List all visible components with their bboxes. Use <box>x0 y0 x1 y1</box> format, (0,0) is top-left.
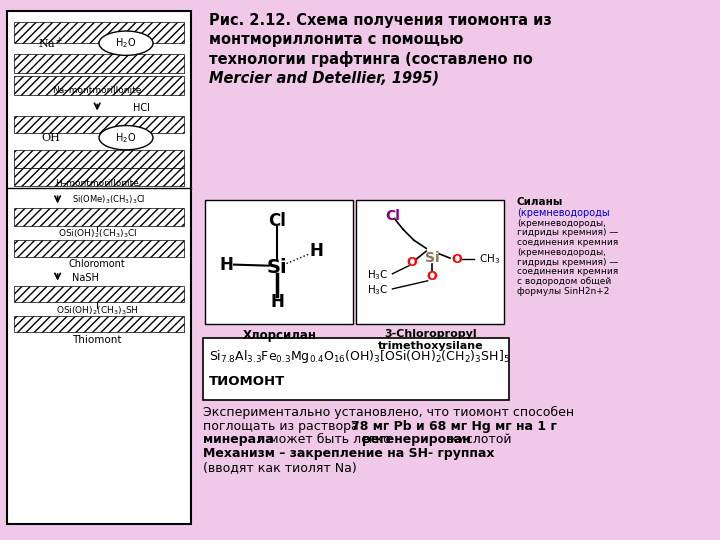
Text: (кремневодороды,: (кремневодороды, <box>517 248 606 257</box>
FancyBboxPatch shape <box>7 11 191 524</box>
Text: 3-Chloropropyl
trimethoxysilane: 3-Chloropropyl trimethoxysilane <box>378 329 483 351</box>
Text: H: H <box>220 255 234 274</box>
Text: H$_3$C: H$_3$C <box>367 268 389 282</box>
Text: поглощать из раствора: поглощать из раствора <box>203 420 363 433</box>
Text: Chloromont: Chloromont <box>69 259 125 268</box>
Text: Si: Si <box>425 251 439 265</box>
Text: O: O <box>407 256 417 269</box>
Text: H–montmorillonite: H–montmorillonite <box>55 179 139 188</box>
Text: O: O <box>427 270 437 283</box>
Text: кислотой: кислотой <box>446 433 512 446</box>
Text: гидриды кремния) —: гидриды кремния) — <box>517 228 618 238</box>
Text: и может быть легко: и может быть легко <box>253 433 395 446</box>
Text: Механизм – закрепление на SH- группах: Механизм – закрепление на SH- группах <box>203 447 495 460</box>
Bar <box>14 168 184 186</box>
Bar <box>14 76 184 94</box>
Text: OSi(OH)$_2$(CH$_3$)$_3$Cl: OSi(OH)$_2$(CH$_3$)$_3$Cl <box>58 227 137 240</box>
Text: O: O <box>451 253 462 266</box>
Text: Si(OMe)$_3$(CH$_3$)$_3$Cl: Si(OMe)$_3$(CH$_3$)$_3$Cl <box>72 193 145 206</box>
Text: Силаны: Силаны <box>517 197 563 207</box>
Text: Экспериментально установлено, что тиомонт способен: Экспериментально установлено, что тиомон… <box>203 406 574 419</box>
Ellipse shape <box>99 31 153 55</box>
Text: Na$^+$: Na$^+$ <box>37 36 63 51</box>
FancyBboxPatch shape <box>356 200 504 324</box>
Text: Mercier and Detellier, 1995): Mercier and Detellier, 1995) <box>209 70 438 85</box>
Text: Хлорсилан: Хлорсилан <box>243 329 316 342</box>
Bar <box>14 150 184 168</box>
Text: соединения кремния: соединения кремния <box>517 267 618 276</box>
Bar <box>14 22 184 43</box>
Text: монтмориллонита с помощью: монтмориллонита с помощью <box>209 32 463 48</box>
Text: технологии графтинга (составлено по: технологии графтинга (составлено по <box>209 51 533 68</box>
Bar <box>14 208 184 226</box>
Text: Si: Si <box>267 258 287 277</box>
Text: CH$_3$: CH$_3$ <box>479 252 500 266</box>
FancyBboxPatch shape <box>203 338 509 400</box>
Text: H$_2$O: H$_2$O <box>115 36 137 50</box>
Text: регенерирован: регенерирован <box>362 433 471 446</box>
Text: 78 мг Pb и 68 мг Hg мг на 1 г: 78 мг Pb и 68 мг Hg мг на 1 г <box>351 420 557 433</box>
Text: Thiomont: Thiomont <box>73 335 122 345</box>
Text: гидриды кремния) —: гидриды кремния) — <box>517 258 618 267</box>
Text: H: H <box>270 293 284 312</box>
Text: ТИОМОНТ: ТИОМОНТ <box>209 375 285 388</box>
Bar <box>14 316 184 332</box>
Text: (кремневодороды,: (кремневодороды, <box>517 219 606 228</box>
Text: (кремневодороды: (кремневодороды <box>517 208 610 218</box>
Ellipse shape <box>99 126 153 150</box>
Text: с водородом общей: с водородом общей <box>517 277 611 286</box>
Text: Рис. 2.12. Схема получения тиомонта из: Рис. 2.12. Схема получения тиомонта из <box>209 14 552 29</box>
Bar <box>14 116 184 133</box>
Text: Si$_{7.8}$Al$_{3.3}$Fe$_{0.3}$Mg$_{0.4}$O$_{16}$(OH)$_3$[OSi(OH)$_2$(CH$_2$)$_3$: Si$_{7.8}$Al$_{3.3}$Fe$_{0.3}$Mg$_{0.4}$… <box>209 348 510 365</box>
Bar <box>14 240 184 256</box>
Text: формулы SinH2n+2: формулы SinH2n+2 <box>517 287 609 296</box>
Text: Na–montmorillonite: Na–montmorillonite <box>53 86 142 95</box>
Text: минерала: минерала <box>203 433 274 446</box>
Bar <box>14 286 184 302</box>
FancyBboxPatch shape <box>205 200 353 324</box>
Text: OSi(OH)$_2$(CH$_3$)$_3$SH: OSi(OH)$_2$(CH$_3$)$_3$SH <box>55 304 139 317</box>
Text: NaSH: NaSH <box>72 273 99 282</box>
Bar <box>14 54 184 73</box>
Text: H: H <box>310 242 324 260</box>
Text: соединения кремния: соединения кремния <box>517 238 618 247</box>
Text: (вводят как тиолят Na): (вводят как тиолят Na) <box>203 461 357 474</box>
Text: HCl: HCl <box>133 103 150 113</box>
Text: Cl: Cl <box>269 212 286 231</box>
Text: OH: OH <box>41 133 60 143</box>
Text: H$_3$C: H$_3$C <box>367 284 389 298</box>
Text: Cl: Cl <box>385 209 400 223</box>
Text: H$_2$O: H$_2$O <box>115 131 137 145</box>
